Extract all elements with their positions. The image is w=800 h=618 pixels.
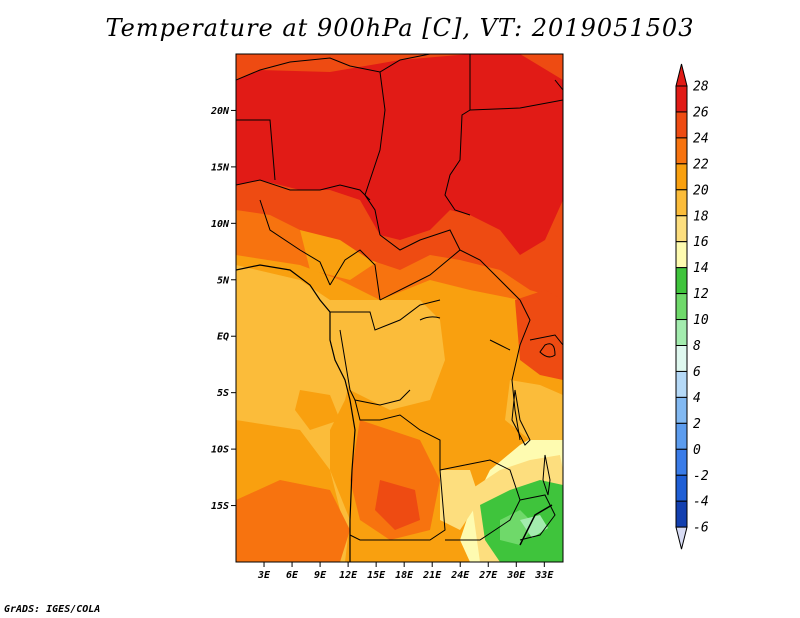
chart-title: Temperature at 900hPa [C], VT: 201905150… [105,14,695,42]
country-borders [236,54,563,562]
credit-label: GrADS: IGES/COLA [4,604,101,615]
lake-victoria [539,343,556,358]
lake-malawi [542,454,551,496]
colorbar-swatch [675,448,688,476]
colorbar-label: 24 [693,131,709,146]
colorbar-swatch [675,293,688,321]
atlantic-coastline [236,264,356,562]
colorbar-label: -6 [693,521,709,536]
border-chad-sudan [444,54,471,216]
colorbar-swatch [675,189,688,217]
colorbar-swatch [675,241,688,269]
colorbar-label: 22 [693,157,709,172]
colorbar-swatch [675,111,688,139]
map-frame [235,53,564,563]
colorbar-swatch [675,396,688,424]
colorbar-label: 0 [693,443,701,458]
colorbar-label: 14 [693,261,709,276]
lon-tick-label: 18E [395,570,414,581]
lon-tick-label: 27E [478,570,498,581]
lon-tick-label: 15E [367,570,386,581]
lon-tick-label: 6E [286,570,299,581]
lat-tick-label: 15N [211,162,230,173]
lon-tick-label: 9E [314,570,327,581]
colorbar-label: 18 [693,209,709,224]
colorbar-swatch [675,267,688,295]
border-nigeria-west [259,199,331,286]
colorbar-swatch [675,215,688,243]
border-chad-car [379,229,461,251]
lon-tick-label: 33E [534,570,554,581]
border-congo-north [330,299,441,331]
border-angola-north [354,399,466,471]
colorbar-label: 20 [693,183,709,198]
lat-tick-label: 20N [210,106,230,117]
colorbar-label: -2 [693,469,709,484]
lon-tick-label: 3E [257,570,271,581]
lat-tick-label: EQ [217,332,229,343]
field-region-20-zambia [440,470,480,530]
colorbar-swatch [675,85,688,113]
field-region-10-se [520,515,548,538]
lon-tick-label: 21E [422,570,442,581]
field-region-24-coast [236,480,350,562]
border-egypt-sudan [469,99,563,111]
field-region-28-sahara [236,54,563,255]
colorbar-label: 2 [693,417,701,432]
colorbar-label: 16 [693,235,709,250]
colorbar-swatch [675,345,688,372]
colorbar-swatch [675,474,688,502]
colorbar-swatch [675,137,688,165]
border-niger-south [236,179,371,201]
lon-tick-label: 24E [450,570,470,581]
river-congo [419,316,441,321]
border-cameroon-east [329,249,381,301]
colorbar-label: 10 [693,313,709,328]
lon-tick-label: 12E [339,570,358,581]
field-region-26-east [515,290,563,380]
field-region-22-patch [295,390,340,430]
border-mali-niger [236,119,276,181]
longitude-axis: 3E 6E 9E 12E 15E 18E 21E 24E 27E 30E 33E [257,562,554,581]
lon-tick-label: 30E [506,570,526,581]
colorbar-label: -4 [693,495,709,510]
colorbar-swatch [675,163,688,191]
colorbar-swatch [675,370,688,398]
border-angola-south [349,469,446,541]
lake-kariba [519,504,553,546]
border-zimbabwe [519,494,556,541]
lake-tanganyika [511,389,531,446]
colorbar-swatch [675,319,688,346]
border-niger-chad [364,71,386,236]
lat-tick-label: 5S [217,388,229,399]
border-uganda [489,339,511,351]
latitude-axis: 20N 15N 10N 5N EQ 5S 10S 15S [210,106,236,512]
colorbar-swatch [675,500,688,528]
border-drc-east [511,299,531,441]
colorbar-label: 26 [693,105,709,120]
lat-tick-label: 10S [211,445,229,456]
colorbar-label: 12 [693,287,709,302]
colorbar-label: 8 [693,339,701,354]
field-region-26-patch [375,480,420,530]
colorbar-swatch [675,422,688,450]
border-ne-coast [554,79,563,91]
border-kenya [529,334,563,346]
temperature-field [236,54,563,562]
colorbar-bottom-arrow [675,526,688,550]
colorbar-top-arrow [675,63,688,87]
border-north-1 [236,54,431,81]
field-region-20-tanzania [505,380,563,440]
colorbar-label: 4 [693,391,701,406]
colorbar-label: 6 [693,365,701,380]
colorbar-label: 28 [693,80,709,95]
lat-tick-label: 5N [217,275,230,286]
field-region-20-basin [330,300,445,410]
lat-tick-label: 15S [211,501,229,512]
lat-tick-label: 10N [211,219,230,230]
